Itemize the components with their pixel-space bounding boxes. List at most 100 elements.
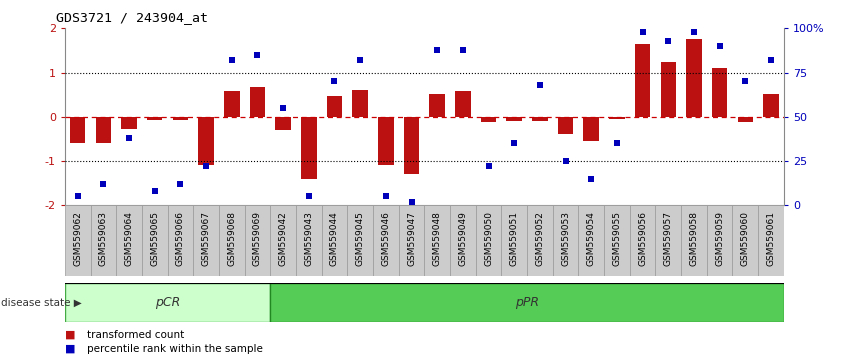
Text: GSM559061: GSM559061 [766, 211, 775, 266]
Text: GSM559046: GSM559046 [381, 211, 391, 266]
Bar [501, 205, 527, 276]
Bar [661, 62, 675, 117]
Bar [475, 205, 501, 276]
Point [71, 194, 85, 199]
Bar [326, 96, 342, 117]
Bar [142, 205, 168, 276]
Point [610, 141, 624, 146]
Bar [121, 117, 137, 129]
Bar [270, 205, 296, 276]
Point [687, 29, 701, 35]
Text: pPR: pPR [515, 296, 539, 309]
Bar [553, 205, 578, 276]
Bar [681, 205, 707, 276]
Text: GSM559043: GSM559043 [304, 211, 313, 266]
Bar [558, 117, 573, 134]
Bar [532, 117, 547, 121]
Text: GSM559050: GSM559050 [484, 211, 493, 266]
Bar [635, 44, 650, 117]
Bar [65, 205, 91, 276]
Point [585, 176, 598, 182]
Point [379, 194, 393, 199]
Text: GSM559064: GSM559064 [125, 211, 133, 266]
Text: GSM559066: GSM559066 [176, 211, 185, 266]
Bar [244, 205, 270, 276]
Bar [707, 205, 733, 276]
Text: GSM559069: GSM559069 [253, 211, 262, 266]
Bar [604, 205, 630, 276]
Bar [630, 205, 656, 276]
Bar [301, 117, 316, 179]
Point [302, 194, 316, 199]
Bar [172, 117, 188, 120]
Bar [686, 39, 701, 117]
Bar [430, 94, 445, 117]
Point [456, 47, 469, 52]
Text: disease state ▶: disease state ▶ [1, 298, 81, 308]
Bar [456, 91, 470, 117]
Bar [70, 117, 86, 143]
Text: percentile rank within the sample: percentile rank within the sample [87, 344, 262, 354]
Text: GSM559054: GSM559054 [586, 211, 596, 266]
Bar [404, 117, 419, 175]
Bar [270, 283, 784, 322]
Bar [507, 117, 522, 121]
Point [327, 79, 341, 84]
Text: GSM559062: GSM559062 [74, 211, 82, 266]
Point [250, 52, 264, 58]
Point [122, 135, 136, 141]
Point [404, 199, 418, 205]
Text: pCR: pCR [155, 296, 180, 309]
Text: GSM559065: GSM559065 [151, 211, 159, 266]
Bar [249, 87, 265, 117]
Bar [275, 117, 291, 130]
Bar [656, 205, 681, 276]
Bar [168, 205, 193, 276]
Point [430, 47, 444, 52]
Text: GSM559042: GSM559042 [279, 211, 288, 266]
Bar [321, 205, 347, 276]
Bar [347, 205, 373, 276]
Bar [712, 68, 727, 117]
Text: ■: ■ [65, 330, 75, 339]
Bar [91, 205, 116, 276]
Point [713, 43, 727, 49]
Bar [584, 117, 599, 141]
Text: transformed count: transformed count [87, 330, 184, 339]
Text: GSM559058: GSM559058 [689, 211, 698, 266]
Text: GSM559049: GSM559049 [458, 211, 468, 266]
Bar [296, 205, 321, 276]
Bar [224, 91, 240, 117]
Text: GSM559052: GSM559052 [535, 211, 545, 266]
Text: GSM559055: GSM559055 [612, 211, 622, 266]
Point [199, 164, 213, 169]
Text: GSM559057: GSM559057 [663, 211, 673, 266]
Point [559, 158, 572, 164]
Point [662, 38, 675, 44]
Text: GSM559053: GSM559053 [561, 211, 570, 266]
Bar [738, 117, 753, 122]
Text: GSM559056: GSM559056 [638, 211, 647, 266]
Bar [527, 205, 553, 276]
Bar [450, 205, 475, 276]
Point [507, 141, 521, 146]
Text: GSM559044: GSM559044 [330, 211, 339, 266]
Point [764, 57, 778, 63]
Bar [198, 117, 214, 165]
Text: GSM559045: GSM559045 [356, 211, 365, 266]
Text: GSM559063: GSM559063 [99, 211, 108, 266]
Text: GSM559067: GSM559067 [202, 211, 210, 266]
Bar [424, 205, 450, 276]
Bar [481, 117, 496, 122]
Point [739, 79, 753, 84]
Bar [147, 117, 163, 120]
Bar [758, 205, 784, 276]
Text: GSM559051: GSM559051 [510, 211, 519, 266]
Bar [763, 94, 779, 117]
Text: GSM559060: GSM559060 [740, 211, 750, 266]
Bar [193, 205, 219, 276]
Bar [116, 205, 142, 276]
Bar [578, 205, 604, 276]
Point [173, 181, 187, 187]
Bar [352, 90, 368, 117]
